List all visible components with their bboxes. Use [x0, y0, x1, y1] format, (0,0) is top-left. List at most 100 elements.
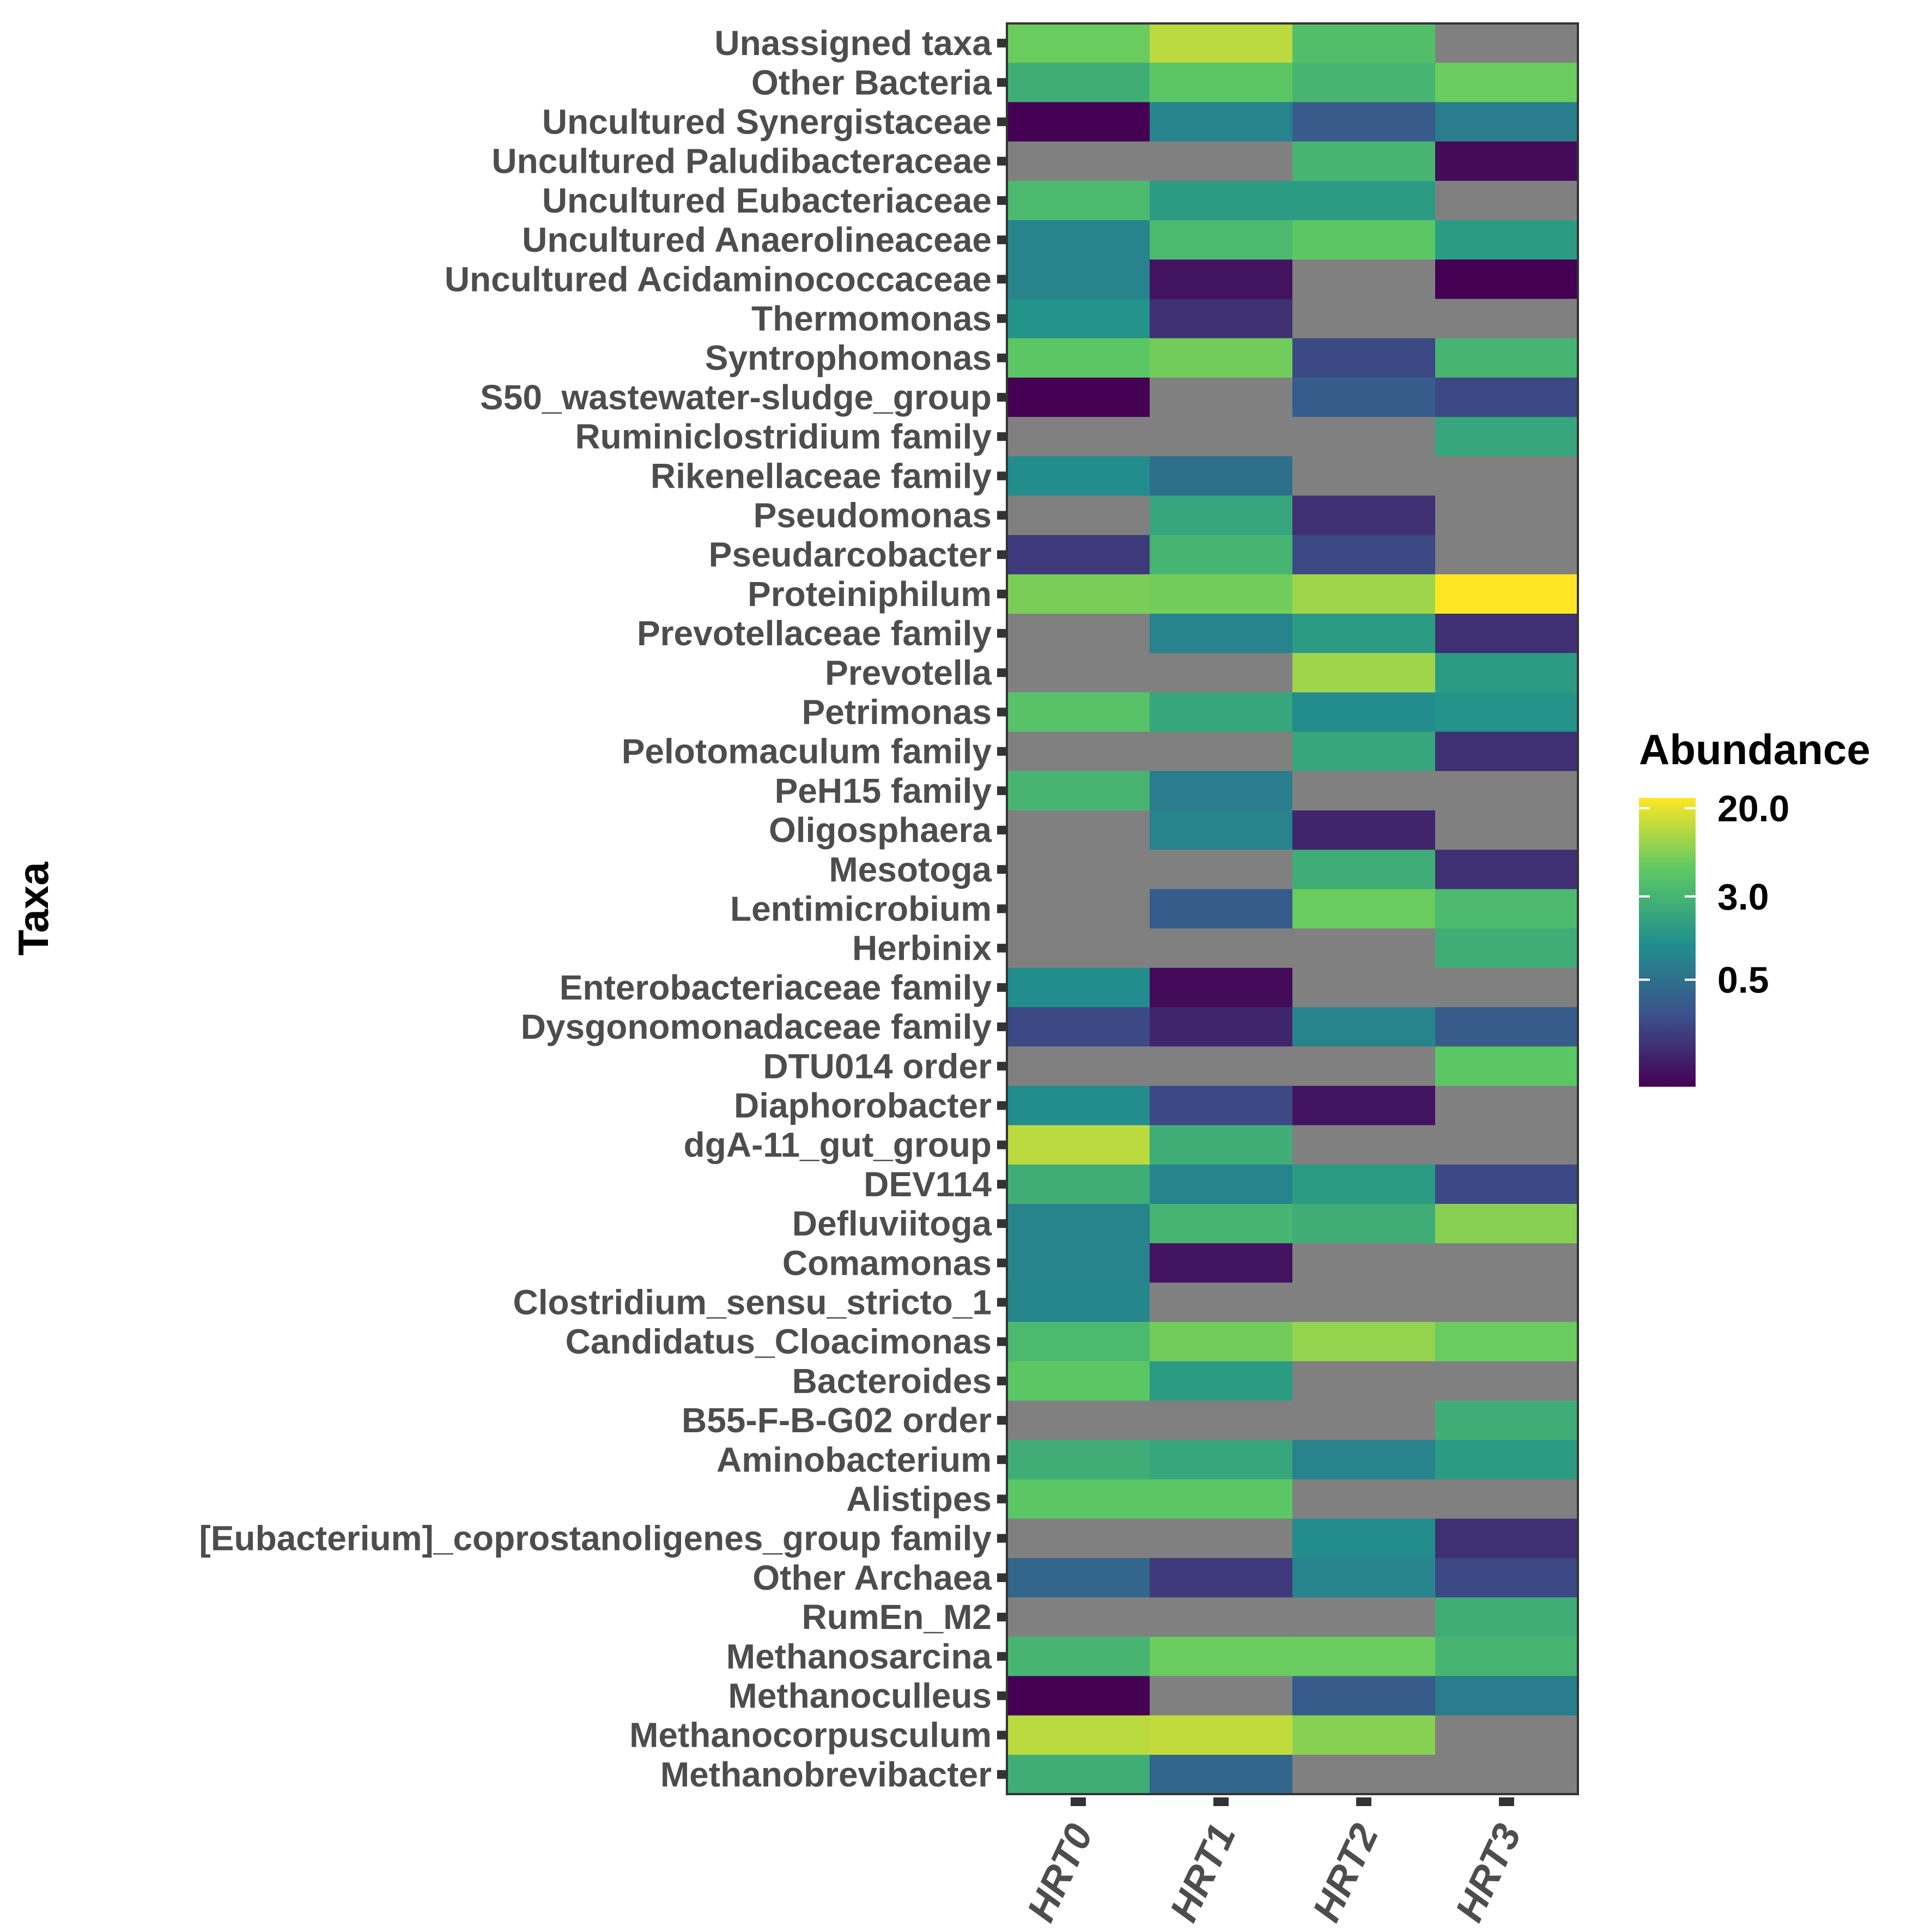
row-label-other-archaea: Other Archaea [752, 1558, 992, 1597]
heatmap-cell-peh15-family-hrt2 [1292, 771, 1436, 811]
heatmap-cell-uncultured-anaerolineaceae-hrt2 [1292, 220, 1436, 260]
heatmap-cell-petrimonas-hrt3 [1435, 692, 1578, 732]
heatmap-cell-herbinix-hrt0 [1007, 928, 1150, 968]
row-label-comamonas: Comamonas [782, 1243, 992, 1282]
row-label-clostridium-sensu-stricto-1: Clostridium_sensu_stricto_1 [513, 1283, 992, 1322]
y-tick-mark [997, 1455, 1006, 1464]
heatmap-cell-candidatus-cloacimonas-hrt0 [1007, 1322, 1150, 1362]
heatmap-cell-aminobacterium-hrt0 [1007, 1440, 1150, 1480]
heatmap-cell-dtu014-order-hrt0 [1007, 1046, 1150, 1086]
x-tick-mark [1071, 1797, 1086, 1806]
heatmap-cell-s50-wastewater-sludge-group-hrt2 [1292, 377, 1436, 417]
heatmap-cell-methanosarcina-hrt1 [1150, 1637, 1293, 1676]
legend-ticks: 20.0 3.0 0.5 [1639, 788, 1789, 1001]
y-tick-mark [997, 392, 1006, 402]
heatmap-cell-dtu014-order-hrt3 [1435, 1046, 1578, 1086]
heatmap-cell-enterobacteriaceae-family-hrt0 [1007, 967, 1150, 1008]
row-label-pseudarcobacter: Pseudarcobacter [709, 535, 992, 574]
heatmap-cell-alistipes-hrt2 [1292, 1479, 1436, 1519]
row-label-petrimonas: Petrimonas [801, 693, 992, 732]
row-label-diaphorobacter: Diaphorobacter [734, 1086, 992, 1125]
heatmap-cell-methanocorpusculum-hrt3 [1435, 1715, 1578, 1755]
heatmap-cell-herbinix-hrt1 [1150, 928, 1293, 968]
row-label-lentimicrobium: Lentimicrobium [730, 889, 992, 929]
row-label-rumen-m2: RumEn_M2 [802, 1597, 992, 1637]
y-tick-mark [997, 1652, 1006, 1661]
heatmap-cell-eubacterium-coprostanoligenes-group-family-hrt2 [1292, 1518, 1436, 1559]
heatmap-cell-methanosarcina-hrt3 [1435, 1637, 1578, 1676]
x-tick-mark [1356, 1797, 1371, 1806]
row-label-methanoculleus: Methanoculleus [728, 1676, 992, 1716]
heatmap-cell-dtu014-order-hrt2 [1292, 1046, 1436, 1086]
x-tick-mark [1213, 1797, 1229, 1806]
y-tick-mark [997, 865, 1006, 874]
heatmap-cell-pseudarcobacter-hrt0 [1007, 535, 1150, 575]
heatmap-cell-rikenellaceae-family-hrt1 [1150, 456, 1293, 496]
heatmap-cell-rumen-m2-hrt0 [1007, 1597, 1150, 1637]
y-tick-mark [997, 1534, 1006, 1543]
row-label-s50-wastewater-sludge-group: S50_wastewater-sludge_group [480, 378, 992, 417]
heatmap-cell-uncultured-anaerolineaceae-hrt3 [1435, 220, 1578, 260]
legend-tick-mark [1639, 895, 1650, 898]
column-labels: HRT0 HRT1 HRT2 HRT3 [1019, 1797, 1530, 1928]
heatmap-cell-oligosphaera-hrt0 [1007, 810, 1150, 850]
heatmap-cell-lentimicrobium-hrt2 [1292, 889, 1436, 929]
heatmap-cell-dga-11-gut-group-hrt3 [1435, 1125, 1578, 1165]
heatmap-cell-comamonas-hrt3 [1435, 1243, 1578, 1283]
heatmap-cell-clostridium-sensu-stricto-1-hrt0 [1007, 1282, 1150, 1323]
heatmap-cell-syntrophomonas-hrt1 [1150, 338, 1293, 378]
y-tick-mark [997, 1376, 1006, 1385]
heatmap-cell-petrimonas-hrt1 [1150, 692, 1293, 732]
legend-title: Abundance [1639, 725, 1870, 773]
heatmap-cell-ruminiclostridium-family-hrt1 [1150, 417, 1293, 457]
heatmap-cell-dysgonomonadaceae-family-hrt1 [1150, 1007, 1293, 1047]
heatmap-cell-oligosphaera-hrt2 [1292, 810, 1436, 850]
heatmap-cell-dysgonomonadaceae-family-hrt3 [1435, 1007, 1578, 1047]
heatmap-cell-pseudarcobacter-hrt1 [1150, 535, 1293, 575]
heatmap-cell-dev114-hrt3 [1435, 1164, 1578, 1204]
row-label-methanocorpusculum: Methanocorpusculum [629, 1716, 992, 1755]
heatmap-cell-uncultured-paludibacteraceae-hrt3 [1435, 141, 1578, 181]
heatmap-cell-uncultured-synergistaceae-hrt3 [1435, 102, 1578, 142]
heatmap-cell-methanosarcina-hrt2 [1292, 1637, 1436, 1676]
y-tick-mark [997, 1613, 1006, 1622]
row-label-prevotellaceae-family: Prevotellaceae family [637, 614, 992, 653]
heatmap-cell-rumen-m2-hrt1 [1150, 1597, 1293, 1637]
y-tick-mark [997, 589, 1006, 598]
heatmap-cell-eubacterium-coprostanoligenes-group-family-hrt3 [1435, 1518, 1578, 1559]
legend-tick-label: 3.0 [1717, 876, 1769, 918]
row-label-b55-f-b-g02-order: B55-F-B-G02 order [682, 1401, 992, 1440]
heatmap-cell-methanoculleus-hrt0 [1007, 1676, 1150, 1716]
heatmap-cell-peh15-family-hrt0 [1007, 771, 1150, 811]
heatmap-cell-uncultured-paludibacteraceae-hrt2 [1292, 141, 1436, 181]
legend-tick-mark [1685, 895, 1696, 898]
heatmap-cell-comamonas-hrt2 [1292, 1243, 1436, 1283]
y-tick-mark [997, 550, 1006, 559]
row-label-bacteroides: Bacteroides [792, 1361, 992, 1401]
heatmap-cell-methanoculleus-hrt1 [1150, 1676, 1293, 1716]
heatmap-cell-methanobrevibacter-hrt2 [1292, 1754, 1436, 1795]
heatmap-cell-thermomonas-hrt1 [1150, 299, 1293, 339]
row-label-enterobacteriaceae-family: Enterobacteriaceae family [560, 968, 992, 1007]
heatmap-cell-b55-f-b-g02-order-hrt3 [1435, 1401, 1578, 1440]
heatmap-cell-bacteroides-hrt0 [1007, 1361, 1150, 1401]
x-tick-mark [1499, 1797, 1514, 1806]
heatmap-cell-pelotomaculum-family-hrt0 [1007, 731, 1150, 772]
y-tick-mark [997, 275, 1006, 284]
heatmap-cell-alistipes-hrt0 [1007, 1479, 1150, 1519]
heatmap-cell-rikenellaceae-family-hrt0 [1007, 456, 1150, 496]
heatmap-cell-pseudarcobacter-hrt2 [1292, 535, 1436, 575]
heatmap-cell-uncultured-eubacteriaceae-hrt3 [1435, 180, 1578, 221]
heatmap-cell-petrimonas-hrt2 [1292, 692, 1436, 732]
heatmap-cell-prevotella-hrt3 [1435, 653, 1578, 693]
y-tick-mark [997, 1573, 1006, 1582]
heatmap-cell-lentimicrobium-hrt0 [1007, 889, 1150, 929]
heatmap-cell-uncultured-eubacteriaceae-hrt1 [1150, 180, 1293, 221]
row-label-eubacterium-coprostanoligenes-group-family: [Eubacterium]_coprostanoligenes_group fa… [199, 1519, 992, 1558]
row-label-dtu014-order: DTU014 order [763, 1046, 992, 1086]
heatmap-cell-proteiniphilum-hrt1 [1150, 574, 1293, 614]
y-tick-mark [997, 432, 1006, 441]
heatmap-cells [1007, 23, 1578, 1795]
y-tick-mark [997, 786, 1006, 795]
row-label-methanosarcina: Methanosarcina [726, 1637, 992, 1676]
